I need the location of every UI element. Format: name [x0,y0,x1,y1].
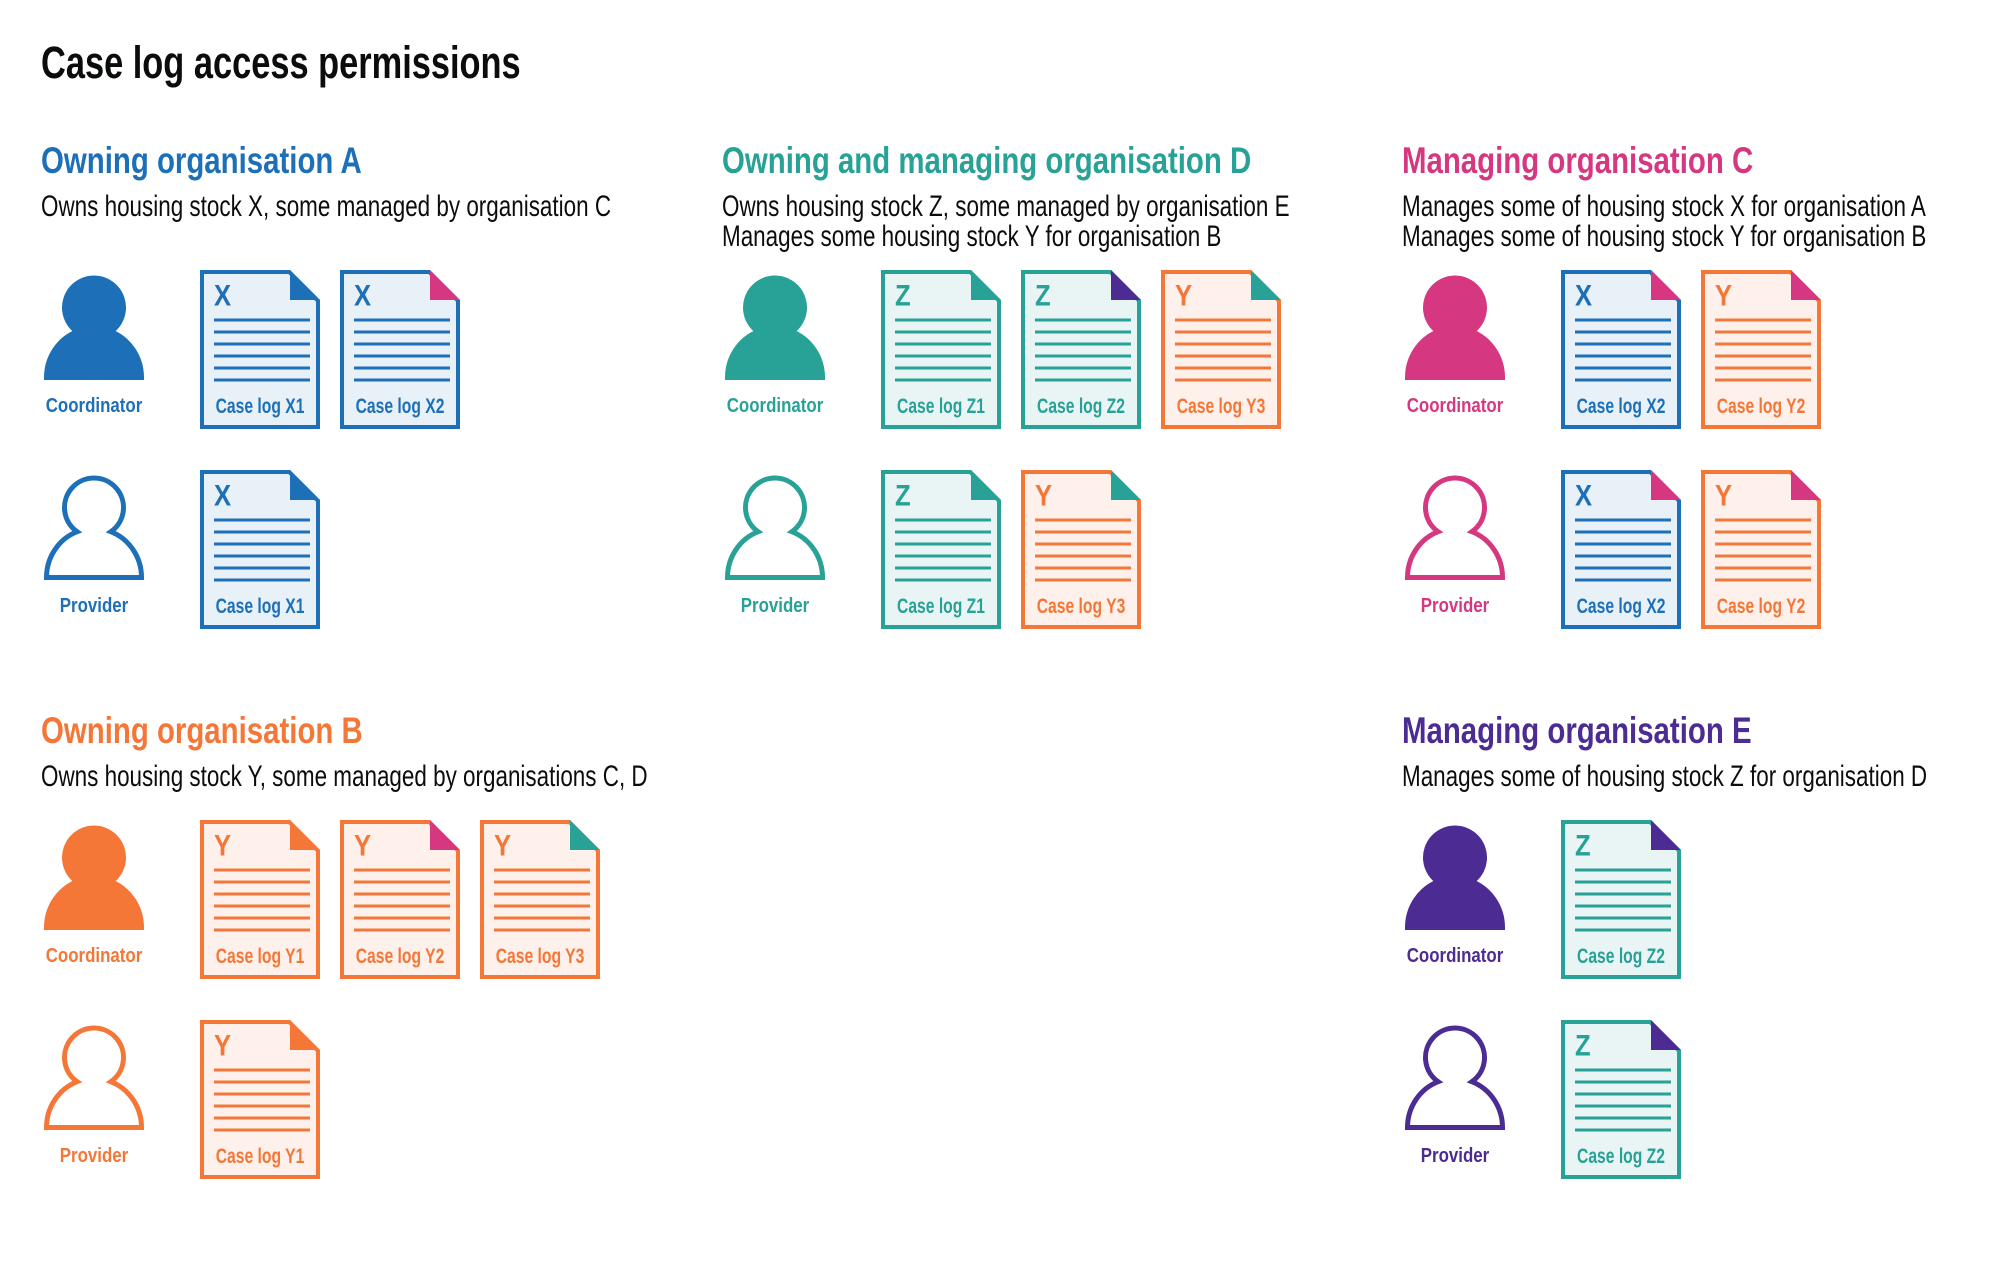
svg-text:Z: Z [895,479,911,512]
svg-text:Z: Z [895,279,911,312]
svg-text:X: X [1575,279,1593,312]
svg-text:Case log Y2: Case log Y2 [356,944,445,968]
svg-text:Case log Y3: Case log Y3 [1177,394,1266,418]
svg-text:Case log Z2: Case log Z2 [1577,1144,1665,1168]
svg-text:Case log X1: Case log X1 [216,394,305,418]
svg-text:Case log Z2: Case log Z2 [1037,394,1125,418]
svg-text:Y: Y [1035,479,1052,512]
svg-text:Case log Y2: Case log Y2 [1717,594,1806,618]
svg-text:Case log Z1: Case log Z1 [897,594,985,618]
svg-text:Case log Y3: Case log Y3 [1037,594,1126,618]
svg-text:Case log Y1: Case log Y1 [216,944,305,968]
svg-text:Case log X2: Case log X2 [356,394,445,418]
svg-text:X: X [214,479,232,512]
svg-text:Case log Y3: Case log Y3 [496,944,585,968]
svg-text:Z: Z [1575,829,1591,862]
svg-text:Case log Z1: Case log Z1 [897,394,985,418]
svg-text:Y: Y [1715,479,1732,512]
svg-text:Case log Z2: Case log Z2 [1577,944,1665,968]
svg-text:Y: Y [1715,279,1732,312]
svg-text:Case log Y1: Case log Y1 [216,1144,305,1168]
svg-text:Case log X1: Case log X1 [216,594,305,618]
svg-text:Y: Y [214,1029,231,1062]
svg-text:Y: Y [354,829,371,862]
svg-text:X: X [214,279,232,312]
svg-text:Y: Y [494,829,511,862]
svg-text:Case log Y2: Case log Y2 [1717,394,1806,418]
svg-text:Case log X2: Case log X2 [1577,594,1666,618]
svg-text:Z: Z [1035,279,1051,312]
svg-text:X: X [354,279,372,312]
svg-text:X: X [1575,479,1593,512]
svg-text:Z: Z [1575,1029,1591,1062]
svg-text:Case log X2: Case log X2 [1577,394,1666,418]
svg-text:Y: Y [214,829,231,862]
svg-text:Y: Y [1175,279,1192,312]
